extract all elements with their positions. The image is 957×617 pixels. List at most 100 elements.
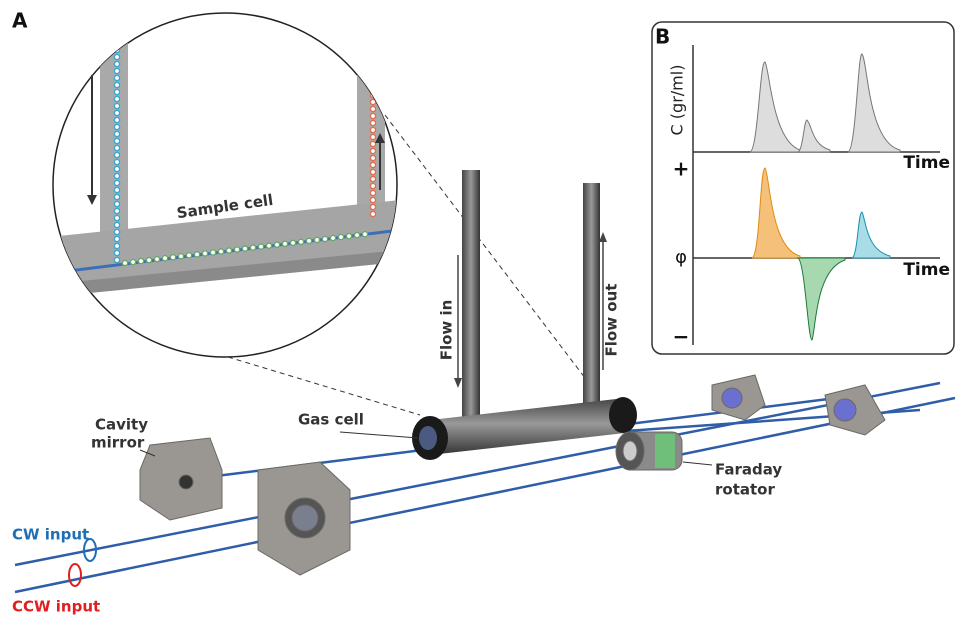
molecule (361, 230, 369, 238)
molecule (305, 237, 313, 245)
molecule (113, 102, 121, 110)
molecule (113, 67, 121, 75)
molecule (113, 81, 121, 89)
molecule (113, 109, 121, 117)
molecule (177, 252, 185, 260)
x-axis-label: Time (903, 153, 950, 173)
molecule (113, 60, 121, 68)
molecule (113, 207, 121, 215)
molecule (241, 245, 249, 252)
molecule (185, 252, 193, 259)
molecule (369, 126, 377, 134)
faraday-rotator-label: Faraday (715, 461, 782, 479)
molecule (265, 242, 273, 250)
molecule (113, 193, 121, 201)
flow-in-label: Flow in (438, 300, 456, 361)
molecule (129, 258, 137, 266)
cavity-mirror-label: mirror (91, 434, 145, 452)
molecule (153, 255, 161, 263)
phi-label: φ (675, 247, 687, 268)
molecule (113, 116, 121, 124)
molecule (113, 186, 121, 194)
molecule (113, 172, 121, 180)
gas-cell-label: Gas cell (298, 411, 364, 429)
molecule (345, 232, 353, 240)
molecule (297, 238, 305, 246)
molecule (369, 210, 377, 218)
polarization-icons (68, 538, 97, 587)
panel-label: A (12, 9, 28, 33)
molecule (369, 168, 377, 176)
molecule (233, 246, 241, 253)
zoom-view: Sample cell (52, 12, 398, 358)
molecule (329, 234, 337, 242)
molecule (369, 203, 377, 211)
optical-mounts (139, 374, 886, 576)
inset-plot (651, 21, 955, 355)
faraday-rotator-label: rotator (715, 481, 775, 499)
molecule (289, 239, 297, 247)
cw-input-label: CW input (12, 526, 89, 544)
panel-label: B (655, 25, 670, 49)
molecule (217, 248, 225, 255)
molecule (113, 95, 121, 103)
molecule (113, 249, 121, 257)
molecule (113, 151, 121, 159)
molecule (369, 112, 377, 120)
molecule (201, 250, 209, 257)
molecule (113, 74, 121, 82)
x-axis-label: Time (903, 260, 950, 280)
molecule (369, 182, 377, 190)
molecule (113, 158, 121, 166)
molecule (113, 144, 121, 152)
molecule (209, 249, 217, 256)
molecule (113, 242, 121, 250)
molecule (169, 253, 177, 261)
molecule (281, 240, 289, 248)
molecule (369, 119, 377, 127)
molecule (113, 179, 121, 187)
molecule (113, 130, 121, 138)
zoom-guide (384, 114, 599, 396)
molecule (369, 105, 377, 113)
molecule (121, 259, 129, 267)
ccw-input-label: CCW input (12, 598, 100, 616)
molecule (113, 165, 121, 173)
molecule (369, 161, 377, 169)
cavity-mirror-label: Cavity (95, 416, 148, 434)
zoom-guide (227, 356, 421, 416)
molecule (113, 256, 121, 264)
molecule (369, 98, 377, 106)
molecule (113, 228, 121, 236)
molecule (113, 123, 121, 131)
molecule (113, 200, 121, 208)
molecule (369, 175, 377, 183)
y-axis-label: C (gr/ml) (668, 65, 687, 136)
molecule (249, 244, 257, 251)
molecule (113, 137, 121, 145)
molecule (369, 196, 377, 204)
molecule (193, 251, 201, 258)
molecule (225, 247, 233, 254)
molecule (145, 256, 153, 264)
minus-label: − (673, 325, 690, 349)
molecule (113, 221, 121, 229)
molecule (313, 236, 321, 244)
molecule (113, 88, 121, 96)
plus-label: + (673, 157, 690, 181)
molecule (369, 140, 377, 148)
molecule (161, 254, 169, 262)
molecule (273, 241, 281, 249)
molecule (113, 235, 121, 243)
molecule (369, 189, 377, 197)
molecule (113, 214, 121, 222)
molecule (369, 147, 377, 155)
molecule (353, 231, 361, 239)
molecule (257, 243, 265, 250)
molecule (137, 257, 145, 265)
molecule (369, 154, 377, 162)
flow-out-label: Flow out (603, 284, 621, 357)
gas-cell (412, 170, 637, 460)
molecule (337, 233, 345, 241)
